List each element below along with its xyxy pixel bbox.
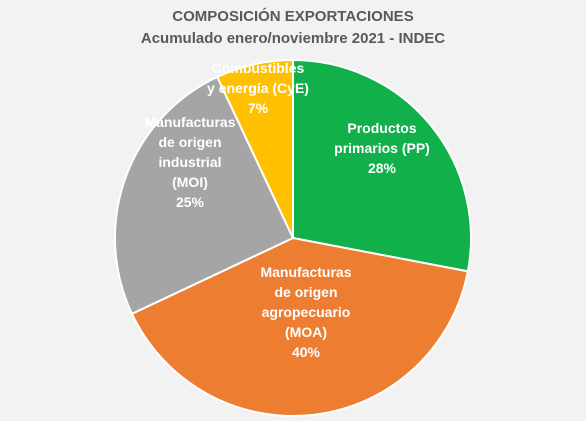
- slice-category-label: industrial: [158, 154, 221, 170]
- slice-category-label: Combustibles: [212, 60, 305, 76]
- slice-label-2: Manufacturas de origen industrial (MOI) 25%: [144, 114, 235, 210]
- slice-label-3: Combustibles y energía (CyE) 7%: [207, 60, 309, 116]
- slice-category-label: Manufacturas: [260, 264, 351, 280]
- slice-value-label: 25%: [176, 194, 205, 210]
- pie-slice-2: [114, 75, 295, 316]
- slice-label-1: Manufacturas de origen agropecuario (MOA) 40…: [260, 264, 351, 360]
- slice-value-label: 28%: [368, 160, 397, 176]
- chart-subtitle: Acumulado enero/noviembre 2021 - INDEC: [140, 30, 446, 47]
- slice-category-label: primarios (PP): [334, 140, 430, 156]
- pie-slice-0: [292, 58, 472, 273]
- slice-category-label: de origen: [274, 284, 337, 300]
- pie-slice-3: [215, 58, 294, 239]
- slice-category-label: Manufacturas: [144, 114, 235, 130]
- slice-category-label: (MOI): [172, 174, 208, 190]
- slice-value-label: 40%: [292, 344, 321, 360]
- slice-value-label: 7%: [248, 100, 269, 116]
- chart-title: COMPOSICIÓN EXPORTACIONES: [172, 8, 414, 25]
- slice-category-label: y energía (CyE): [207, 80, 309, 96]
- slice-label-0: Productos primarios (PP) 28%: [334, 120, 430, 176]
- slice-category-label: Productos: [347, 120, 416, 136]
- slice-category-label: de origen: [158, 134, 221, 150]
- slice-category-label: agropecuario: [262, 304, 351, 320]
- pie-slice-1: [130, 236, 470, 417]
- slice-category-label: (MOA): [285, 324, 327, 340]
